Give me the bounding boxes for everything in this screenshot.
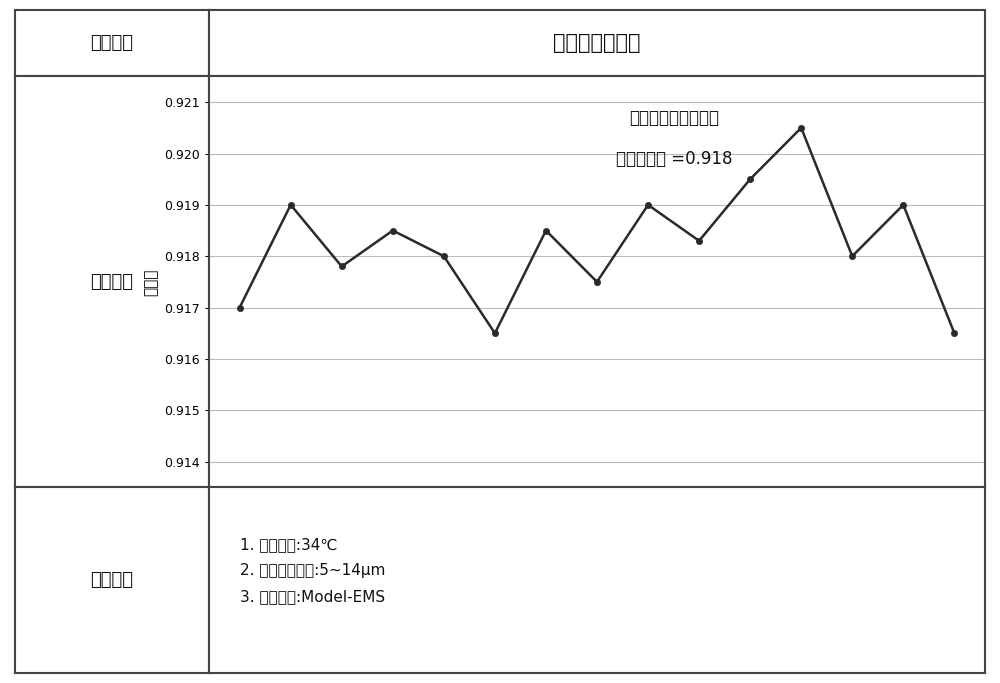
Y-axis label: 放射率: 放射率 — [144, 268, 159, 296]
Text: 1. 测试温度:34℃
2. 测量波长范围:5~14μm
3. 测量仪器:Model-EMS: 1. 测试温度:34℃ 2. 测量波长范围:5~14μm 3. 测量仪器:Mod… — [240, 538, 385, 604]
Text: 检验结果: 检验结果 — [91, 273, 134, 291]
X-axis label: 时间(20S/每次): 时间(20S/每次) — [556, 514, 638, 529]
Text: 实验方法: 实验方法 — [91, 571, 134, 589]
Text: 检验项目: 检验项目 — [91, 34, 134, 53]
Text: 平均放射率 =0.918: 平均放射率 =0.918 — [616, 150, 733, 167]
Text: 远红外线放射率: 远红外线放射率 — [553, 33, 641, 53]
Text: 三合一水溶液添加剂: 三合一水溶液添加剂 — [630, 109, 720, 126]
